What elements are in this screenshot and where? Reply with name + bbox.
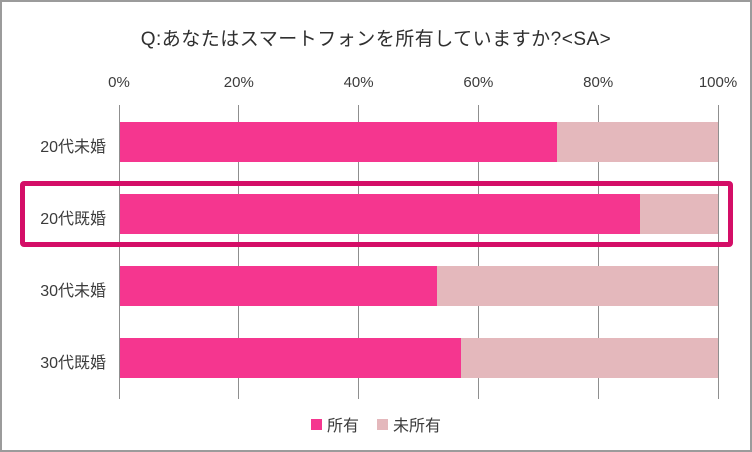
x-axis-tick-label: 20% (223, 74, 254, 91)
legend: 所有 未所有 (2, 412, 750, 436)
category-label: 30代未婚 (40, 283, 106, 300)
bar-segment-own (120, 194, 641, 234)
bar-row (120, 266, 718, 306)
legend-item: 所有 (310, 412, 359, 436)
bar-segment-own (120, 266, 437, 306)
bar-row (120, 338, 718, 378)
legend-swatch-icon (310, 418, 322, 430)
legend-swatch-icon (377, 418, 388, 430)
category-label: 20代未婚 (40, 139, 106, 156)
legend-label: 所有 (326, 418, 359, 435)
gridline (717, 105, 719, 399)
category-label: 30代既婚 (40, 355, 106, 372)
gridline (597, 105, 599, 399)
bar-segment-not-own (640, 194, 718, 234)
x-axis-tick-label: 80% (583, 74, 614, 91)
x-axis-tick-label: 60% (463, 74, 494, 91)
highlight-box (20, 181, 733, 247)
x-axis-tick-label: 100% (698, 74, 738, 91)
bar-segment-own (120, 122, 557, 162)
chart-title: Q:あなたはスマートフォンを所有していますか?<SA> (140, 29, 612, 50)
bar-row (120, 194, 718, 234)
x-axis-tick-label: 0% (108, 74, 130, 91)
bar-segment-own (120, 338, 461, 378)
bar-segment-not-own (436, 266, 718, 306)
x-axis-tick-label: 40% (343, 74, 374, 91)
category-label: 20代既婚 (40, 211, 106, 228)
bar-segment-not-own (556, 122, 718, 162)
legend-item: 未所有 (377, 412, 441, 436)
legend-label: 未所有 (393, 418, 442, 435)
gridline (477, 105, 479, 399)
bar-row (120, 122, 718, 162)
gridline (238, 105, 240, 399)
gridline (118, 105, 120, 399)
bar-segment-not-own (460, 338, 718, 378)
gridline (358, 105, 360, 399)
